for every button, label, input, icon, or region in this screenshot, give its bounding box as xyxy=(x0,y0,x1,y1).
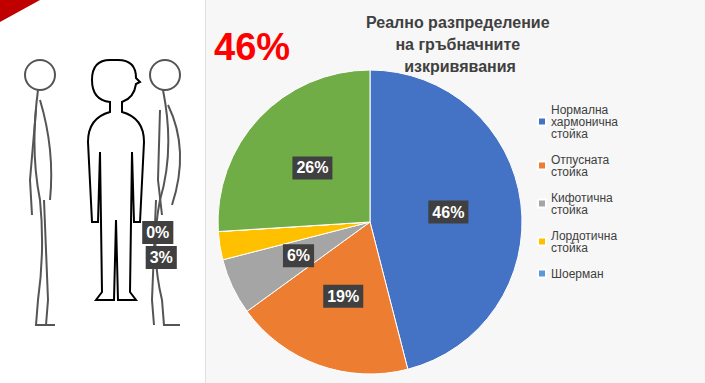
svg-text:стойка: стойка xyxy=(551,241,588,255)
svg-text:6%: 6% xyxy=(287,247,310,264)
svg-text:на гръбначните: на гръбначните xyxy=(395,36,524,53)
svg-text:хармонична: хармонична xyxy=(551,114,622,129)
svg-text:Отпусната: Отпусната xyxy=(551,152,613,167)
svg-text:26%: 26% xyxy=(296,159,328,176)
svg-text:3%: 3% xyxy=(150,249,173,266)
svg-text:стойка: стойка xyxy=(551,127,588,141)
svg-text:изкривявания: изкривявания xyxy=(404,58,516,75)
svg-text:Шоерман: Шоерман xyxy=(551,267,604,281)
svg-text:Нормална: Нормална xyxy=(551,102,612,117)
svg-text:46%: 46% xyxy=(214,26,290,68)
svg-text:19%: 19% xyxy=(327,288,359,305)
svg-text:стойка: стойка xyxy=(551,165,588,179)
svg-text:Кифотична: Кифотична xyxy=(551,190,617,205)
svg-text:0%: 0% xyxy=(146,224,169,241)
svg-text:Реално разпределение: Реално разпределение xyxy=(366,14,554,31)
svg-text:стойка: стойка xyxy=(551,203,588,217)
svg-text:Лордотична: Лордотична xyxy=(551,228,621,243)
svg-text:46%: 46% xyxy=(432,204,464,221)
